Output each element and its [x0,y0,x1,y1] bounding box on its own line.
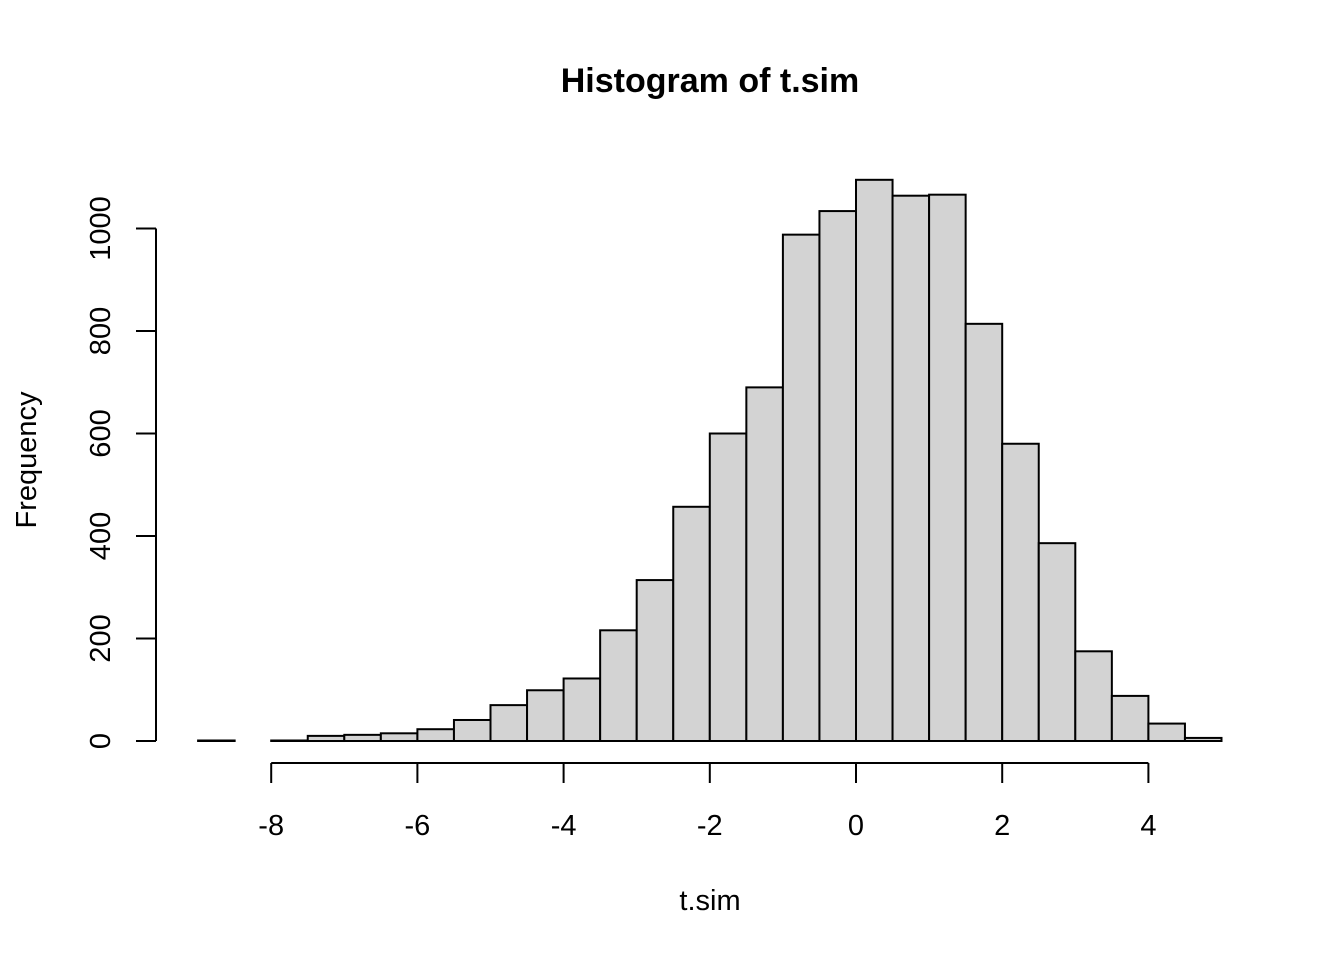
y-tick-label: 600 [85,409,117,457]
y-tick-label: 400 [85,512,117,560]
histogram-bar [416,728,455,743]
histogram-bar [745,386,784,742]
x-axis: -8 -6 -4 -2 0 2 4 [258,762,1156,842]
histogram-bar [489,704,529,743]
histogram-bar [562,677,602,742]
histogram-bar [270,739,309,742]
histogram-bar [599,629,638,742]
x-tick-label: -2 [697,810,723,842]
x-tick-label: -6 [405,810,431,842]
x-tick-label: 4 [1140,810,1156,842]
x-tick-label: 2 [994,810,1010,842]
histogram-bar [526,689,565,743]
x-axis-label: t.sim [679,885,740,917]
y-tick-label: 1000 [85,196,117,261]
x-tick-label: -4 [551,810,577,842]
chart-title: Histogram of t.sim [561,62,859,100]
histogram-bar [379,732,419,742]
y-tick-label: 200 [85,614,117,662]
histogram-bar [635,579,675,743]
x-tick-label: -8 [258,810,284,842]
histogram-bar [1001,442,1040,742]
bars-group [197,178,1223,743]
y-tick-label: 0 [85,733,117,749]
histogram-bar [343,733,382,742]
y-axis: 0 200 400 600 800 1000 [85,196,157,749]
histogram-bar [818,210,858,742]
histogram-bar [1074,650,1113,742]
histogram-bar [306,734,346,743]
histogram-bar [1183,736,1223,742]
x-tick-label: 0 [848,810,864,842]
histogram-bar [964,322,1004,742]
histogram-bar [1147,722,1186,743]
histogram-bar [1037,542,1077,742]
histogram-bar [781,233,821,742]
histogram-bar [672,505,711,743]
y-tick-label: 800 [85,307,117,355]
histogram-bar [928,193,967,742]
histogram-bar [1110,694,1150,743]
histogram-bar [891,194,931,742]
histogram-bar [197,739,236,742]
y-axis-label: Frequency [11,391,43,529]
histogram-bar [708,432,748,742]
histogram-bar [452,718,492,742]
histogram-bar [855,178,894,742]
